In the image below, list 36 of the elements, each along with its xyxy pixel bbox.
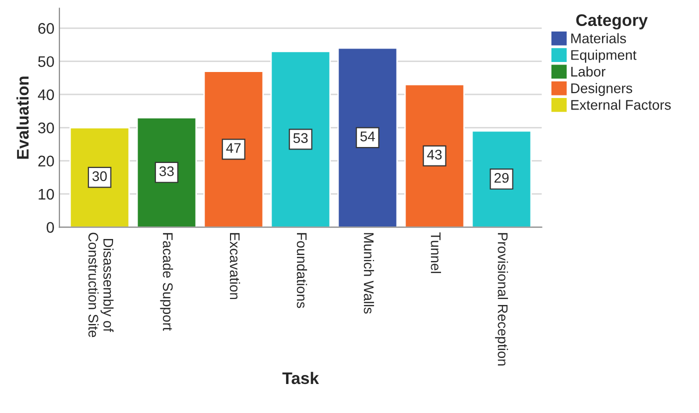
data-label: 43 (427, 150, 442, 160)
data-label: 33 (159, 166, 174, 176)
bar (337, 47, 398, 228)
y-tick-label: 0 (46, 222, 54, 233)
bar (270, 50, 331, 228)
y-tick-label: 60 (38, 23, 54, 34)
y-tick-label: 40 (38, 89, 54, 100)
bar (203, 70, 264, 228)
x-axis-title: Task (282, 372, 319, 384)
bar (471, 130, 532, 228)
data-label: 54 (360, 132, 375, 142)
legend-label: Equipment (571, 50, 636, 63)
data-label: 30 (92, 171, 107, 182)
y-tick-label: 50 (38, 56, 54, 68)
bar (69, 126, 130, 228)
x-tick-label: Provisional Reception (495, 233, 508, 366)
data-label: 53 (293, 133, 308, 143)
x-tick-label: Tunnel (430, 232, 442, 274)
y-tick-label: 20 (38, 156, 54, 167)
data-label: 29 (494, 172, 509, 183)
x-tick-label: Facade Support (160, 233, 174, 331)
data-label: 47 (226, 143, 241, 153)
x-tick-label: Disassembly of Construction Site (88, 232, 114, 338)
legend-label: Labor (571, 66, 606, 77)
x-tick-label: Munich Walls (364, 233, 374, 314)
x-tick-label: Excavation (230, 233, 240, 300)
legend-label: External Factors (571, 100, 671, 110)
legend-title: Category (576, 14, 648, 30)
legend-label: Materials (571, 33, 626, 44)
bar (136, 117, 197, 228)
y-tick-label: 30 (38, 122, 54, 134)
y-tick-label: 10 (38, 188, 54, 200)
y-axis-title: Evaluation (16, 76, 29, 159)
legend-label: Designers (571, 83, 632, 96)
x-tick-label: Foundations (296, 233, 308, 308)
bar (404, 84, 465, 228)
